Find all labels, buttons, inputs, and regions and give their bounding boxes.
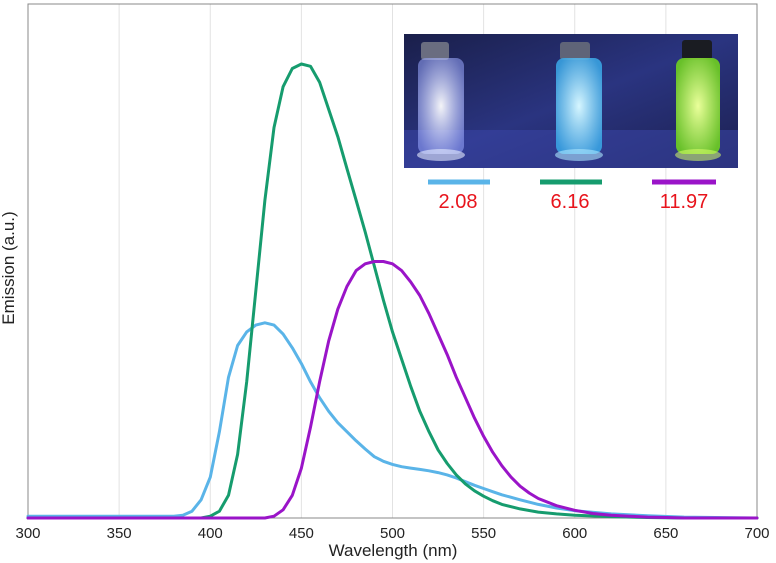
vial-1 [417,42,465,161]
x-axis-title: Wavelength (nm) [329,541,458,560]
x-tick-label-600: 600 [562,525,587,542]
inset-photo [404,34,738,168]
x-tick-label-550: 550 [471,525,496,542]
x-tick-label-500: 500 [380,525,405,542]
series-line-2 [26,62,759,520]
vial-3 [675,40,721,161]
legend-label-1: 2.08 [439,191,478,213]
y-axis-title: Emission (a.u.) [0,211,18,324]
x-tick-label-300: 300 [15,525,40,542]
series-layer [26,62,759,520]
x-tick-label-400: 400 [198,525,223,542]
legend-label-3: 11.97 [660,191,709,213]
legend: 2.08 6.16 11.97 [428,179,716,213]
plot-area-frame [27,3,758,519]
x-axis-ticks: 300 350 400 450 500 550 600 650 700 [15,525,769,542]
vial-2 [555,42,603,161]
series-line-1 [26,321,759,520]
x-tick-label-650: 650 [653,525,678,542]
series-line-3 [26,260,759,520]
legend-label-2: 6.16 [551,191,590,213]
x-tick-label-450: 450 [289,525,314,542]
x-tick-label-350: 350 [107,525,132,542]
x-tick-label-700: 700 [744,525,769,542]
